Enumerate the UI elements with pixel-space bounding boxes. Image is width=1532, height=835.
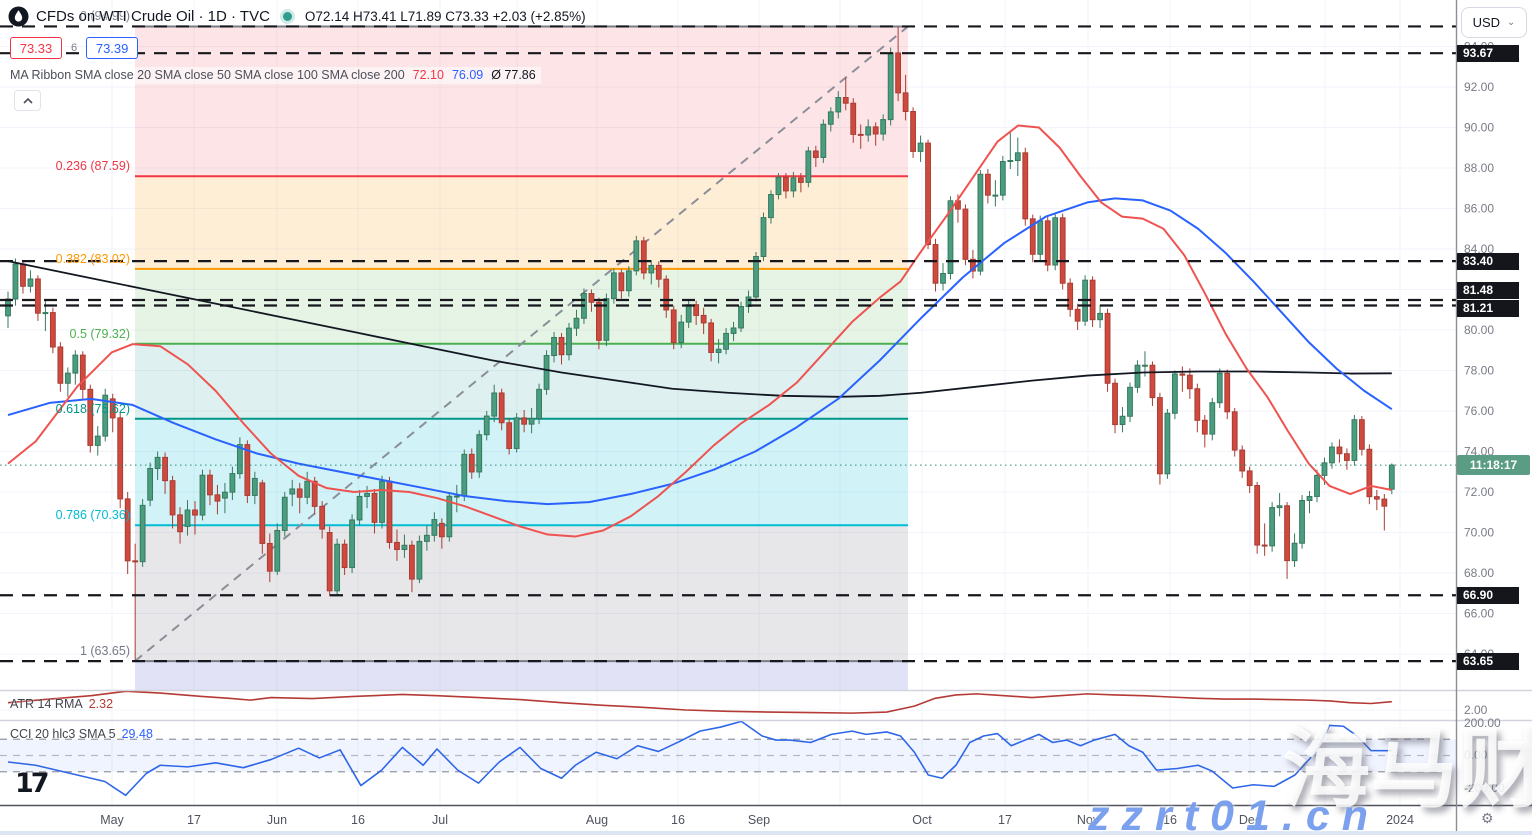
fib-level-label: 0 (94.99) [79,9,130,24]
fib-level-label: 0.5 (79.32) [69,326,130,341]
time-axis-label: Nov [1077,813,1100,827]
bar-countdown-label: 11:18:17 [1457,455,1530,476]
sma-average-value: Ø 77.86 [491,68,536,82]
atr-line [7,690,1392,714]
fib-level-label: 0.236 (87.59) [55,159,130,174]
price-tick-label: 78.00 [1464,364,1494,378]
time-axis-label: 16 [351,813,365,827]
cci-tick-label: 0.00 [1464,748,1488,762]
fib-zone [135,525,908,662]
trend-line [134,25,909,662]
chevron-up-icon [22,97,33,104]
currency-label: USD [1472,15,1501,30]
fib-level-label: 0.786 (70.36) [55,508,130,523]
price-tick-label: 92.00 [1464,80,1494,94]
time-axis-label: 16 [1163,813,1177,827]
cci-value: 29.48 [121,727,153,741]
price-level-axis-label: 93.67 [1457,44,1519,62]
sma20-line [7,124,1392,538]
cci-line [7,720,1392,797]
sma200-line [7,260,1392,398]
time-axis-strip [0,805,1532,835]
time-axis-label: May [100,813,124,827]
gear-icon[interactable]: ⚙ [1481,810,1494,826]
cci-name: CCI 20 hlc3 SMA 5 [10,727,116,741]
time-axis-label: 16 [671,813,685,827]
buy-price-button[interactable]: 73.39 [86,37,139,59]
fib-zone [135,418,908,526]
ma-ribbon-legend[interactable]: MA Ribbon SMA close 20 SMA close 50 SMA … [10,67,541,84]
cci-tick-label: 200.00 [1464,716,1501,730]
fib-level-label: 0.382 (83.02) [55,251,130,266]
chevron-down-icon: ⌄ [1507,17,1516,28]
price-level-axis-label: 81.21 [1457,299,1519,317]
price-level-axis-label: 81.48 [1457,281,1519,299]
time-axis-label: Dec [1239,813,1261,827]
bottom-strip [0,831,1532,835]
cci-legend[interactable]: CCI 20 hlc3 SMA 5 29.48 [10,727,153,741]
atr-value: 2.32 [88,697,114,711]
ohlc-values: O72.14 H73.41 L71.89 C73.33 +2.03 (+2.85… [304,9,586,24]
currency-selector[interactable]: USD ⌄ [1461,7,1527,38]
time-axis-label: Aug [586,813,608,827]
ma-ribbon-name: MA Ribbon SMA close 20 SMA close 50 SMA … [10,68,405,82]
time-axis-label: Sep [748,813,770,827]
fib-zone [135,343,908,419]
time-axis-label: Jun [267,813,287,827]
price-level-axis-label: 66.90 [1457,586,1519,604]
oil-drop-icon [8,6,29,27]
time-axis-label: Oct [912,813,932,827]
time-axis-label: 17 [998,813,1012,827]
price-tick-label: 68.00 [1464,566,1494,580]
price-tick-label: 76.00 [1464,404,1494,418]
cci-tick-label: -200.00 [1464,781,1505,795]
price-tick-label: 86.00 [1464,202,1494,216]
spread-value: 6 [71,42,78,54]
price-level-axis-label: 83.40 [1457,252,1519,270]
market-open-dot [282,12,292,21]
atr-name: ATR 14 RMA [10,697,83,711]
sma50-line [7,197,1393,506]
atr-tick-label: 2.00 [1464,703,1488,717]
time-axis-label: 2024 [1386,813,1414,827]
time-axis-label: Jul [432,813,448,827]
chart-legend-header[interactable]: CFDs on WTI Crude Oil · 1D · TVC O72.14 … [8,6,586,27]
atr-legend[interactable]: ATR 14 RMA 2.32 [10,697,113,711]
collapse-legend-button[interactable] [14,90,41,111]
spread-widget: 73.33 6 73.39 [10,37,139,59]
sma20-value: 72.10 [412,68,444,82]
price-tick-label: 70.00 [1464,526,1494,540]
price-tick-label: 90.00 [1464,121,1494,135]
sell-price-button[interactable]: 73.33 [10,37,62,59]
price-tick-label: 72.00 [1464,485,1494,499]
fib-zone [135,26,908,177]
fib-zone [135,661,908,691]
fib-level-label: 1 (63.65) [79,644,130,659]
price-tick-label: 88.00 [1464,161,1494,175]
time-axis-label: 17 [187,813,201,827]
price-tick-label: 80.00 [1464,323,1494,337]
price-level-axis-label: 63.65 [1457,652,1519,670]
symbol-title[interactable]: CFDs on WTI Crude Oil · 1D · TVC [36,8,270,25]
price-tick-label: 74.00 [1464,445,1494,459]
candlestick-series [5,26,1395,662]
price-tick-label: 66.00 [1464,607,1494,621]
sma50-value: 76.09 [451,68,484,82]
fib-level-label: 0.618 (75.62) [55,401,130,416]
tradingview-logo[interactable]: 17 [15,768,50,799]
